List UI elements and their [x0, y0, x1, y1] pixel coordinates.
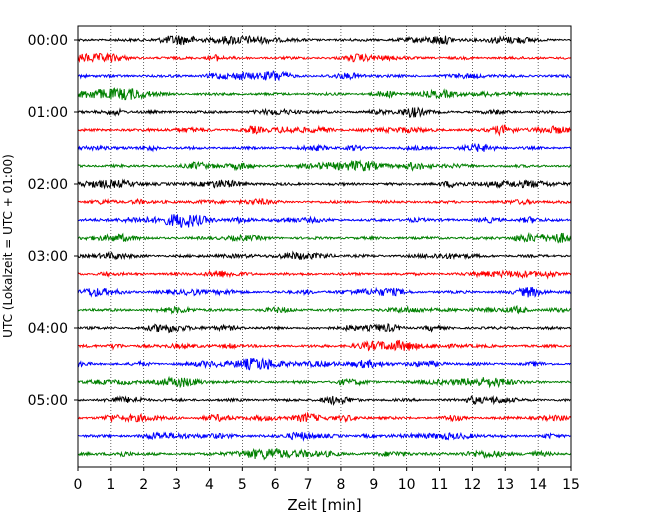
x-tick-label: 5	[238, 477, 247, 493]
x-tick-label: 12	[463, 477, 481, 493]
trace-16	[77, 322, 572, 334]
x-tick-label: 14	[529, 477, 547, 493]
y-tick-label: 05:00	[28, 393, 68, 409]
y-axis-label: UTC (Lokalzeit = UTC + 01:00)	[1, 154, 15, 338]
x-tick-label: 3	[172, 477, 181, 493]
x-tick-label: 1	[106, 477, 115, 493]
trace-0	[77, 34, 572, 47]
y-tick-label: 04:00	[28, 321, 68, 337]
trace-18	[77, 357, 571, 371]
x-tick-label: 0	[74, 477, 83, 493]
trace-22	[77, 431, 571, 442]
trace-21	[77, 411, 572, 424]
trace-8	[77, 178, 571, 190]
x-tick-label: 13	[496, 477, 514, 493]
y-tick-label: 02:00	[28, 177, 68, 193]
trace-10	[77, 214, 572, 228]
trace-14	[77, 286, 571, 298]
y-tick-label: 00:00	[28, 33, 68, 49]
trace-17	[77, 339, 572, 352]
x-tick-label: 10	[398, 477, 416, 493]
trace-3	[77, 87, 572, 101]
trace-20	[77, 395, 571, 407]
trace-2	[77, 70, 571, 82]
trace-12	[77, 250, 572, 261]
trace-7	[77, 159, 572, 172]
x-tick-label: 9	[369, 477, 378, 493]
y-tick-label: 03:00	[28, 249, 68, 265]
trace-13	[77, 269, 572, 280]
trace-11	[77, 231, 572, 244]
x-tick-label: 15	[562, 477, 580, 493]
trace-6	[77, 142, 572, 153]
y-tick-label: 01:00	[28, 105, 68, 121]
x-tick-label: 11	[431, 477, 449, 493]
x-axis-label: Zeit [min]	[287, 496, 361, 514]
trace-1	[77, 52, 572, 64]
trace-9	[77, 197, 572, 206]
trace-23	[77, 447, 572, 461]
trace-4	[77, 106, 572, 118]
trace-15	[77, 304, 572, 315]
x-tick-label: 4	[205, 477, 214, 493]
x-tick-label: 7	[304, 477, 313, 493]
seismic-traces	[77, 34, 572, 461]
trace-5	[77, 124, 572, 137]
x-tick-label: 6	[271, 477, 280, 493]
x-axis: 0 1 2 3 4 5 6 7 8 9 10 11 12 13 14 15	[74, 467, 580, 493]
plot-frame	[77, 25, 572, 468]
trace-19	[77, 375, 571, 389]
y-axis: 00:00 01:00 02:00 03:00 04:00 05:00	[28, 33, 78, 409]
x-tick-label: 2	[139, 477, 148, 493]
x-tick-label: 8	[336, 477, 345, 493]
